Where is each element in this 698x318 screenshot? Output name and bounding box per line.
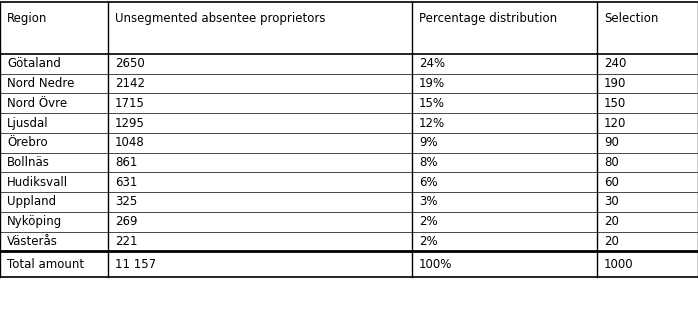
Text: 60: 60 [604,176,618,189]
Text: 11 157: 11 157 [115,258,156,271]
Text: 20: 20 [604,235,618,248]
Text: 15%: 15% [419,97,445,110]
Text: 3%: 3% [419,196,438,208]
Text: 150: 150 [604,97,626,110]
Text: 861: 861 [115,156,138,169]
Text: 240: 240 [604,58,626,70]
Text: Uppland: Uppland [7,196,56,208]
Text: 631: 631 [115,176,138,189]
Text: 2%: 2% [419,235,438,248]
Text: Götaland: Götaland [7,58,61,70]
Text: Unsegmented absentee proprietors: Unsegmented absentee proprietors [115,12,326,25]
Text: 2650: 2650 [115,58,145,70]
Text: 80: 80 [604,156,618,169]
Text: 2142: 2142 [115,77,145,90]
Text: Total amount: Total amount [7,258,84,271]
Text: Nord Nedre: Nord Nedre [7,77,75,90]
Text: 1295: 1295 [115,117,145,129]
Text: Percentage distribution: Percentage distribution [419,12,557,25]
Text: 1000: 1000 [604,258,633,271]
Text: 9%: 9% [419,136,438,149]
Text: 90: 90 [604,136,618,149]
Text: 19%: 19% [419,77,445,90]
Text: Örebro: Örebro [7,136,47,149]
Text: 6%: 6% [419,176,438,189]
Text: Selection: Selection [604,12,658,25]
Text: 24%: 24% [419,58,445,70]
Text: 120: 120 [604,117,626,129]
Text: Nyköping: Nyköping [7,215,62,228]
Text: Västerås: Västerås [7,235,58,248]
Text: Bollnäs: Bollnäs [7,156,50,169]
Text: Ljusdal: Ljusdal [7,117,49,129]
Text: 2%: 2% [419,215,438,228]
Text: Region: Region [7,12,47,25]
Text: 100%: 100% [419,258,452,271]
Text: 8%: 8% [419,156,438,169]
Text: Nord Övre: Nord Övre [7,97,67,110]
Text: 1048: 1048 [115,136,145,149]
Text: 190: 190 [604,77,626,90]
Text: 1715: 1715 [115,97,145,110]
Text: 30: 30 [604,196,618,208]
Text: 20: 20 [604,215,618,228]
Text: 221: 221 [115,235,138,248]
Text: Hudiksvall: Hudiksvall [7,176,68,189]
Text: 269: 269 [115,215,138,228]
Text: 12%: 12% [419,117,445,129]
Text: 325: 325 [115,196,138,208]
